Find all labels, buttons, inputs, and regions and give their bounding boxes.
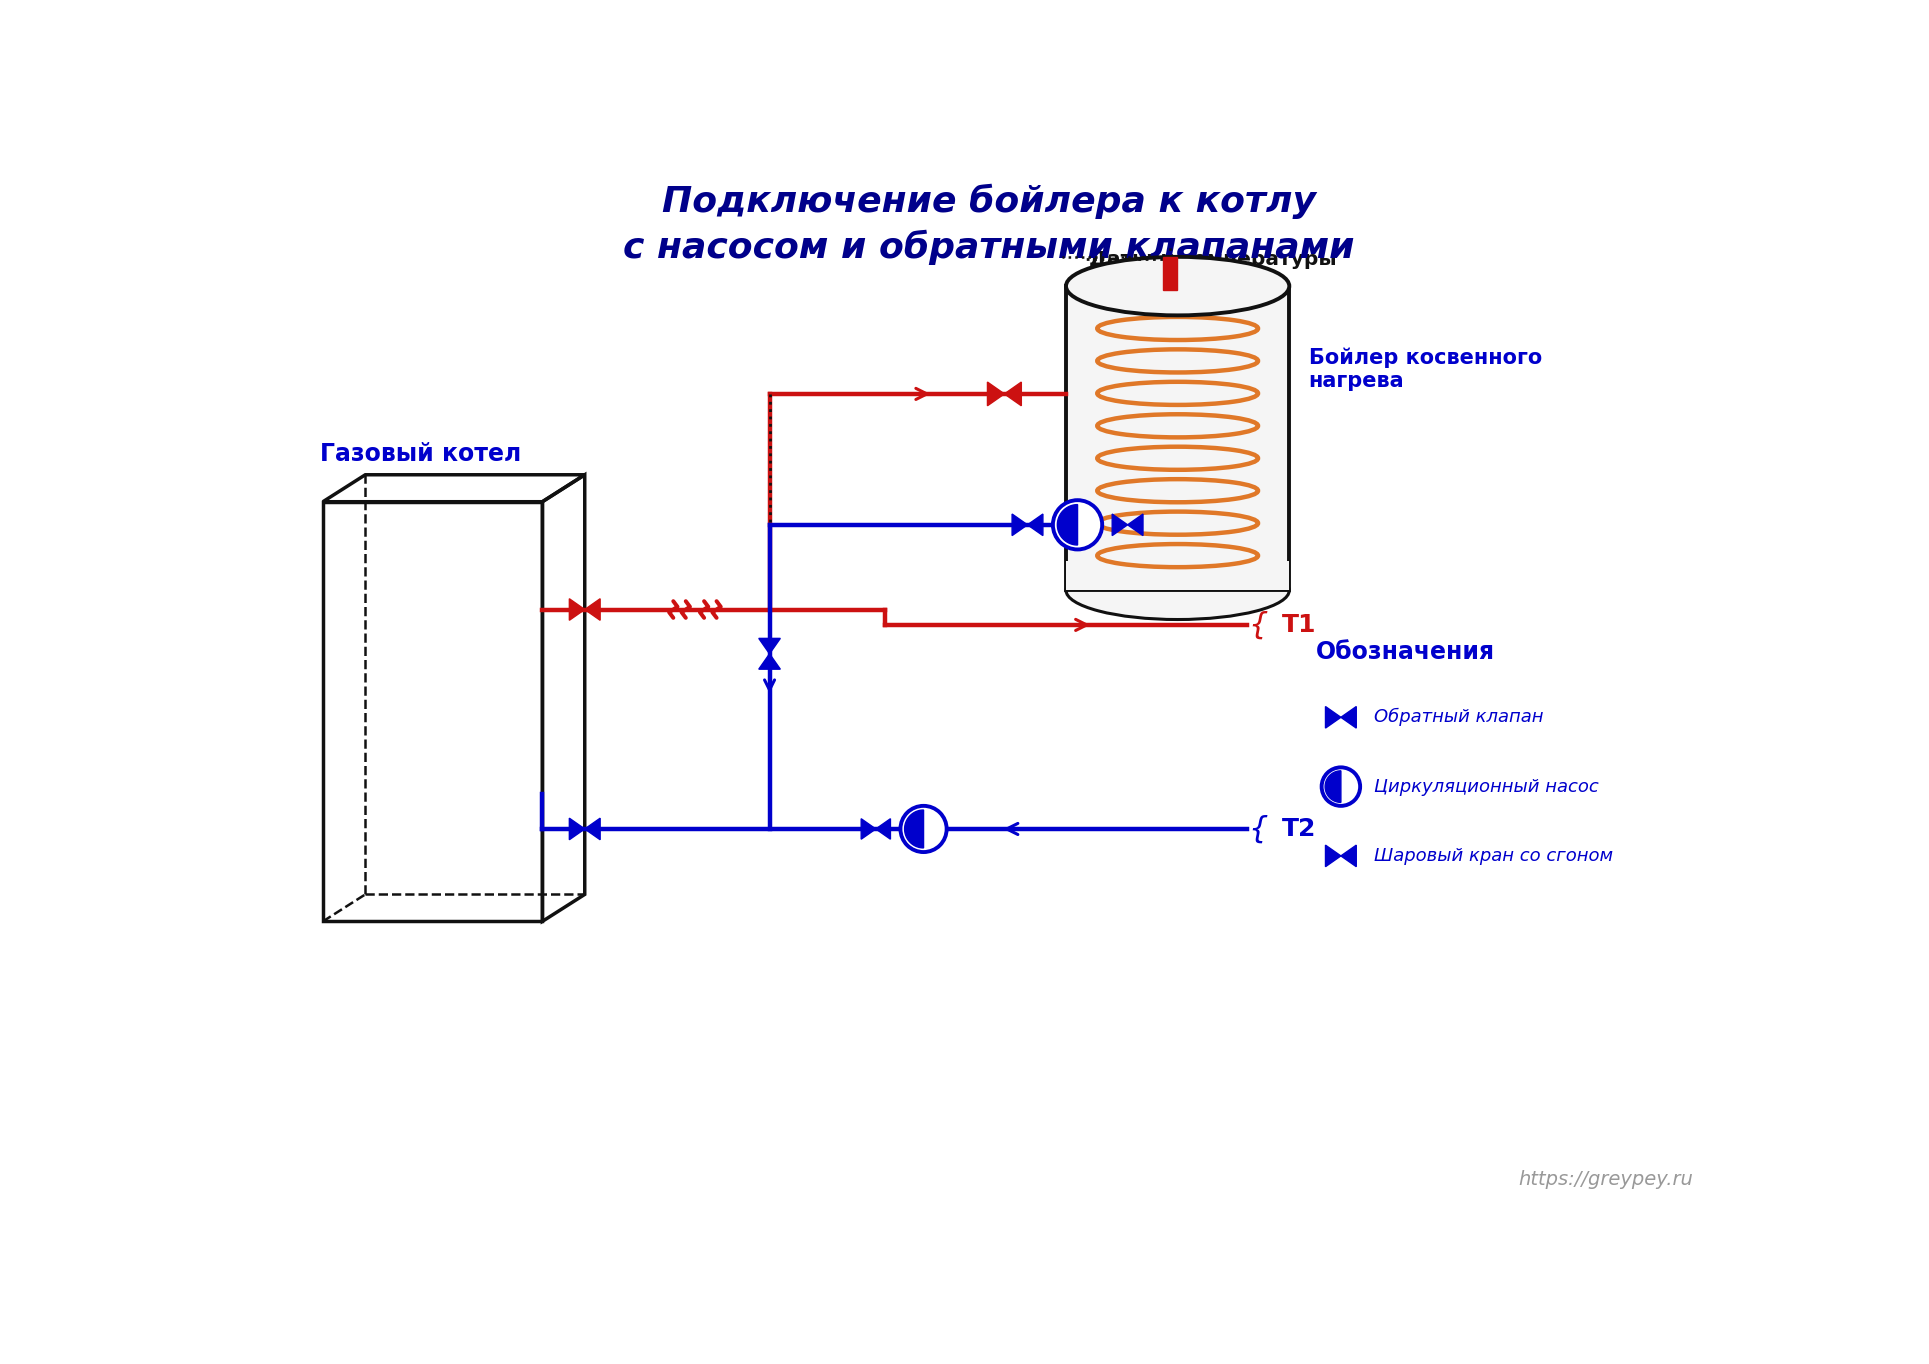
Ellipse shape	[1067, 561, 1289, 619]
Polygon shape	[1005, 382, 1020, 405]
Polygon shape	[1067, 286, 1289, 591]
Text: Т2: Т2	[1281, 817, 1316, 842]
Polygon shape	[905, 810, 924, 848]
Circle shape	[901, 806, 947, 852]
Polygon shape	[1341, 846, 1356, 866]
Text: https://greypey.ru: https://greypey.ru	[1518, 1170, 1694, 1189]
Text: Подключение бойлера к котлу: Подключение бойлера к котлу	[662, 184, 1316, 220]
Text: Датчик температуры: Датчик температуры	[1090, 250, 1337, 269]
Polygon shape	[1013, 514, 1028, 536]
Polygon shape	[1057, 505, 1078, 546]
Text: Шаровый кран со сгоном: Шаровый кран со сгоном	[1373, 847, 1613, 865]
Polygon shape	[860, 818, 876, 839]
Text: с насосом и обратными клапанами: с насосом и обратными клапанами	[623, 231, 1354, 265]
Text: {: {	[1248, 814, 1267, 843]
Polygon shape	[569, 599, 584, 621]
Polygon shape	[758, 638, 781, 653]
Polygon shape	[584, 599, 600, 621]
Text: Бойлер косвенного
нагрева: Бойлер косвенного нагрева	[1308, 348, 1541, 391]
Polygon shape	[758, 653, 781, 670]
Polygon shape	[1163, 256, 1177, 291]
Polygon shape	[1325, 771, 1341, 802]
Polygon shape	[569, 818, 584, 840]
Polygon shape	[988, 382, 1005, 405]
Polygon shape	[584, 818, 600, 840]
Circle shape	[1321, 768, 1360, 806]
Text: Обратный клапан: Обратный клапан	[1373, 708, 1543, 727]
Text: Обозначения: Обозначения	[1316, 640, 1495, 664]
Text: Циркуляционный насос: Циркуляционный насос	[1373, 777, 1599, 795]
Polygon shape	[1067, 561, 1289, 591]
Ellipse shape	[1067, 256, 1289, 315]
Text: Газовый котел: Газовый котел	[320, 442, 521, 465]
Text: {: {	[1248, 611, 1267, 640]
Text: Т1: Т1	[1281, 612, 1316, 637]
Circle shape	[1053, 501, 1101, 550]
Polygon shape	[1113, 514, 1128, 536]
Polygon shape	[876, 818, 891, 839]
Polygon shape	[1325, 707, 1341, 728]
Polygon shape	[1028, 514, 1044, 536]
Polygon shape	[1325, 846, 1341, 866]
Polygon shape	[1341, 707, 1356, 728]
Polygon shape	[1128, 514, 1144, 536]
